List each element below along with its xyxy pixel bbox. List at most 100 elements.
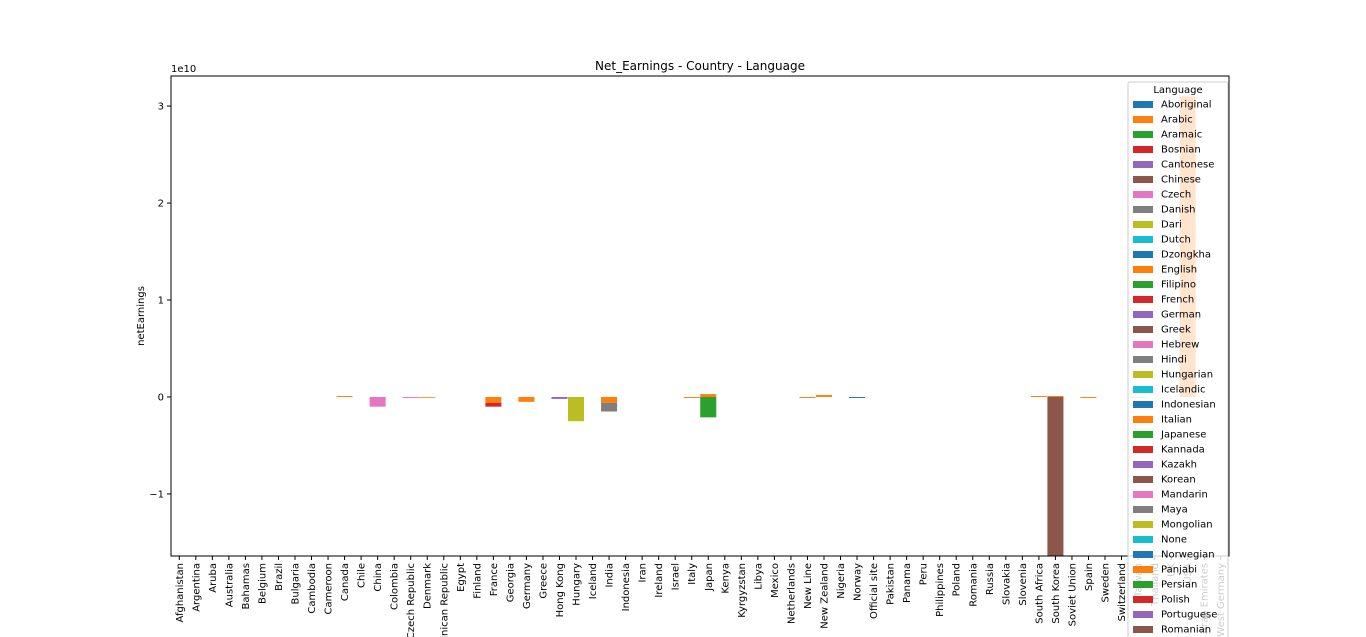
- x-tick-label: Australia: [224, 563, 235, 607]
- legend-swatch: [1133, 566, 1153, 573]
- legend-label: Indonesian: [1161, 400, 1216, 411]
- x-tick-label: France: [489, 563, 500, 596]
- legend-label: Kazakh: [1161, 460, 1197, 471]
- bar: [485, 402, 502, 407]
- legend-label: Greek: [1161, 325, 1191, 336]
- legend-label: Arabic: [1161, 115, 1193, 126]
- bar: [799, 396, 816, 398]
- legend-swatch: [1133, 596, 1153, 603]
- plot-frame: [170, 75, 1230, 557]
- x-tick-label: Official site: [869, 563, 880, 619]
- x-tick-label: Spain: [1084, 563, 1095, 591]
- legend-label: Portuguese: [1161, 610, 1217, 621]
- legend-swatch: [1133, 401, 1153, 408]
- x-tick-label: Hungary: [572, 563, 583, 606]
- x-tick-label: Romania: [968, 563, 979, 607]
- bar: [518, 396, 535, 402]
- y-tick-label: −1: [149, 489, 164, 500]
- legend-swatch: [1133, 266, 1153, 273]
- x-tick-label: Libya: [753, 563, 764, 590]
- legend-swatch: [1133, 146, 1153, 153]
- bar: [1047, 396, 1064, 397]
- legend-swatch: [1133, 161, 1153, 168]
- x-tick-label: New Line: [803, 563, 814, 609]
- legend-label: Hebrew: [1161, 340, 1199, 351]
- legend-swatch: [1133, 251, 1153, 258]
- legend-label: Dari: [1161, 220, 1182, 231]
- legend-label: Mongolian: [1161, 520, 1213, 531]
- legend-label: Czech: [1161, 190, 1191, 201]
- x-tick-label: Hong Kong: [555, 563, 566, 617]
- bar: [683, 396, 700, 398]
- bar: [601, 396, 618, 403]
- legend-swatch: [1133, 311, 1153, 318]
- legend-swatch: [1133, 506, 1153, 513]
- y-tick-label: 1: [158, 296, 164, 307]
- bar: [419, 396, 436, 398]
- legend-swatch: [1133, 236, 1153, 243]
- y-tick-label: 3: [158, 102, 164, 113]
- bar: [1080, 396, 1097, 398]
- x-tick-label: Philippines: [935, 563, 946, 617]
- legend-title: Language: [1153, 85, 1202, 96]
- legend-swatch: [1133, 116, 1153, 123]
- bar: [402, 396, 419, 398]
- y-axis-label: netEarnings: [136, 286, 147, 346]
- bar: [700, 396, 717, 418]
- x-tick-label: Georgia: [505, 563, 516, 602]
- x-tick-label: Indonesia: [621, 563, 632, 611]
- legend-label: French: [1161, 295, 1194, 306]
- legend-label: Dutch: [1161, 235, 1191, 246]
- x-tick-label: Ireland: [654, 563, 665, 598]
- legend-swatch: [1133, 626, 1153, 633]
- x-tick-label: Switzerland: [1117, 563, 1128, 621]
- legend-label: Polish: [1161, 595, 1190, 606]
- legend-label: Aramaic: [1161, 130, 1202, 141]
- y-tick-label: 2: [158, 199, 164, 210]
- y-offset-label: 1e10: [171, 64, 196, 75]
- x-tick-label: Peru: [919, 563, 930, 585]
- legend-swatch: [1133, 356, 1153, 363]
- legend-swatch: [1133, 521, 1153, 528]
- chart-title: Net_Earnings - Country - Language: [595, 59, 805, 73]
- bar: [849, 396, 866, 398]
- legend-label: Hungarian: [1161, 370, 1213, 381]
- x-tick-label: Chile: [357, 563, 368, 588]
- legend-label: Dzongkha: [1161, 250, 1211, 261]
- legend-label: Persian: [1161, 580, 1197, 591]
- x-tick-label: Belgium: [257, 563, 268, 604]
- legend-label: Maya: [1161, 505, 1188, 516]
- legend-swatch: [1133, 386, 1153, 393]
- bar: [601, 402, 618, 412]
- x-tick-label: Soviet Union: [1067, 563, 1078, 626]
- x-tick-label: India: [605, 563, 616, 588]
- x-tick-label: Italy: [687, 563, 698, 585]
- legend-swatch: [1133, 491, 1153, 498]
- legend-swatch: [1133, 341, 1153, 348]
- x-tick-label: Russia: [985, 563, 996, 595]
- x-tick-label: Canada: [340, 563, 351, 601]
- legend-label: Mandarin: [1161, 490, 1208, 501]
- x-tick-label: Cameroon: [324, 563, 335, 614]
- legend-swatch: [1133, 176, 1153, 183]
- x-tick-label: South Africa: [1034, 563, 1045, 624]
- legend-label: Hindi: [1161, 355, 1187, 366]
- legend-swatch: [1133, 281, 1153, 288]
- legend-label: Cantonese: [1161, 160, 1214, 171]
- legend-label: Icelandic: [1161, 385, 1205, 396]
- bar: [700, 394, 717, 397]
- legend-label: None: [1161, 535, 1187, 546]
- legend-swatch: [1133, 326, 1153, 333]
- legend-label: Chinese: [1161, 175, 1201, 186]
- legend-label: Aboriginal: [1161, 100, 1212, 111]
- x-tick-label: China: [373, 563, 384, 592]
- legend-swatch: [1133, 431, 1153, 438]
- x-tick-label: Greece: [538, 563, 549, 599]
- x-tick-label: Slovenia: [1018, 563, 1029, 606]
- legend-swatch: [1133, 536, 1153, 543]
- legend-label: Filipino: [1161, 280, 1196, 291]
- x-tick-label: Iran: [638, 563, 649, 583]
- legend-label: Panjabi: [1161, 565, 1197, 576]
